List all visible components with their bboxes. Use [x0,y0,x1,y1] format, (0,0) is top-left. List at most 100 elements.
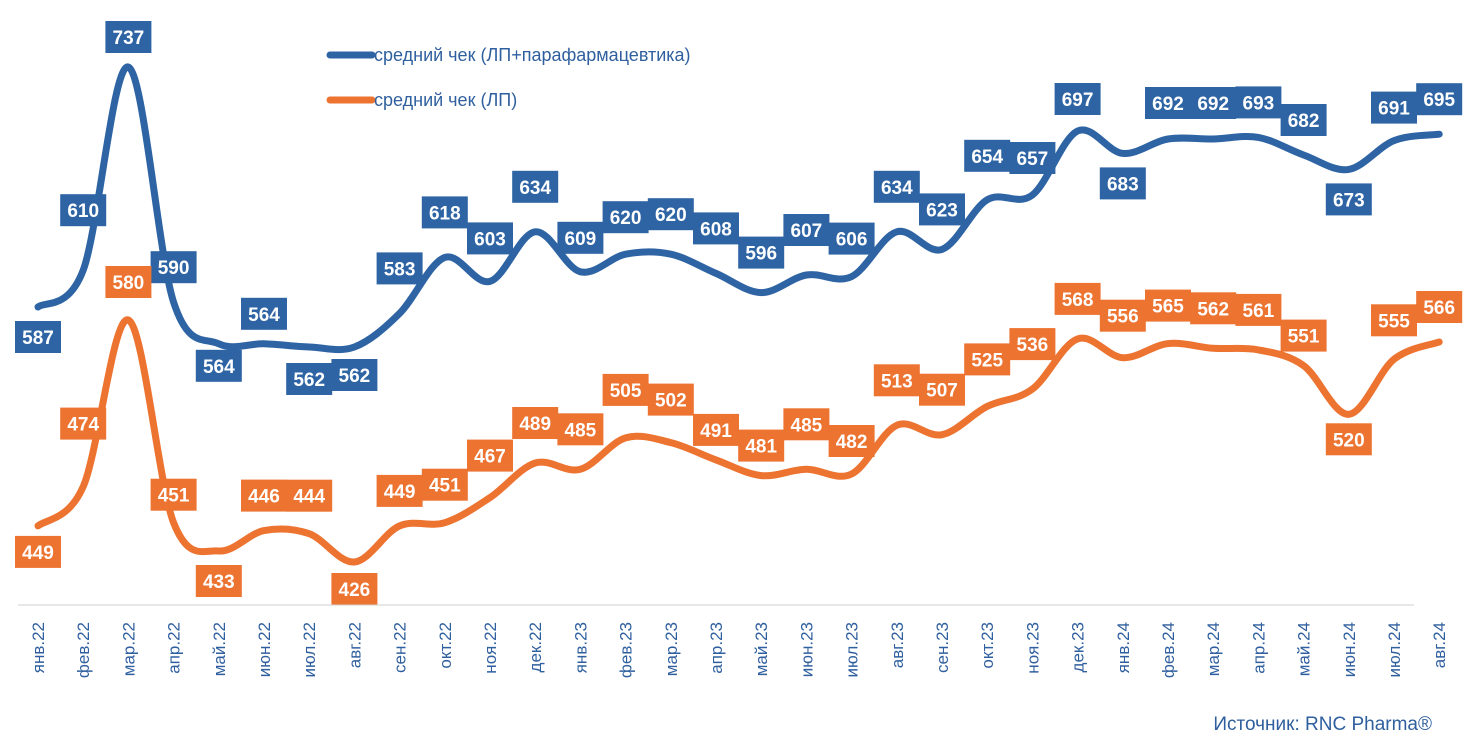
data-label-box [286,479,333,512]
data-label-text: 520 [1333,430,1365,451]
data-label-text: 610 [67,201,99,222]
data-label: 620 [602,201,649,234]
data-label-text: 568 [1062,290,1094,311]
data-label-text: 556 [1107,307,1139,328]
data-label-text: 692 [1152,94,1184,115]
x-tick-label: окт.23 [978,622,997,669]
data-label-box [1235,293,1282,326]
data-label-text: 620 [610,208,642,229]
data-label-box [150,478,197,511]
data-label-box [1054,282,1101,315]
data-label-text: 618 [429,203,461,224]
data-label-box [873,170,920,203]
data-label-box [964,139,1011,172]
data-label-box [1099,299,1146,332]
series-line-2 [34,316,1443,566]
data-label: 607 [783,214,830,246]
x-tick-label: авг.22 [345,622,364,668]
data-label: 536 [1009,328,1056,361]
data-label: 580 [105,266,152,298]
x-tick-label: июн.23 [797,622,816,677]
data-label-box [919,373,965,406]
data-label-text: 485 [791,415,823,436]
data-label-box [241,297,287,330]
data-label-text: 513 [881,371,913,392]
data-label-text: 444 [293,487,325,508]
data-label-text: 564 [248,305,280,326]
data-label-text: 608 [700,219,732,240]
data-label: 691 [1371,91,1417,124]
data-label-text: 691 [1378,99,1410,120]
data-label-box [873,364,920,397]
data-label-text: 596 [745,244,777,265]
x-tick-label: мар.22 [119,622,138,676]
data-label: 513 [873,364,920,397]
data-label: 505 [602,373,649,406]
data-label-text: 697 [1062,90,1094,111]
data-label-text: 502 [655,391,687,412]
data-label-text: 692 [1197,94,1229,115]
data-label-box [376,474,423,507]
series-lines [34,63,1443,566]
data-label: 634 [512,170,559,203]
x-tick-label: янв.23 [571,622,590,673]
data-label-text: 620 [655,205,687,226]
data-label-box [150,251,197,284]
data-label-text: 590 [158,258,190,279]
data-label-text: 536 [1017,335,1049,356]
data-label: 583 [376,252,423,285]
data-label-box [1190,292,1237,325]
data-label-text: 525 [971,350,1003,371]
data-label-text: 565 [1152,297,1184,318]
data-label-box [828,425,875,457]
data-label-text: 606 [836,230,868,251]
data-label-box [467,222,513,255]
x-tick-label: окт.22 [436,622,455,669]
data-label-text: 693 [1243,93,1275,114]
data-label: 610 [60,194,107,227]
data-label-text: 580 [113,273,145,294]
data-label-box [467,439,513,472]
data-label-text: 587 [22,328,54,349]
data-label: 561 [1235,293,1282,326]
data-label-text: 474 [67,415,99,436]
data-label-text: 485 [565,420,597,441]
data-label: 451 [150,478,197,511]
data-label-box [1145,289,1191,322]
data-label: 491 [693,413,739,446]
data-labels: 587 610 737 590 564 564 562 562 583 618 603 634 609 6… [15,21,1463,605]
data-label-text: 561 [1243,301,1275,322]
data-label-box [693,413,739,446]
data-label-box [195,565,242,597]
data-label-text: 451 [158,486,190,507]
data-label-text: 449 [22,543,54,564]
x-tick-label: сен.22 [391,622,410,673]
x-tick-label: фев.24 [1159,622,1178,678]
data-label: 562 [1190,292,1237,325]
x-tick-label: ноя.23 [1023,622,1042,674]
data-label-box [647,198,694,231]
data-label-box [286,363,333,395]
data-label-box [15,535,61,568]
data-label-text: 491 [700,421,732,442]
x-tick-label: сен.23 [933,622,952,673]
data-label: 449 [15,535,61,568]
x-tick-label: апр.23 [707,622,726,674]
data-label-text: 583 [384,259,416,280]
data-label: 608 [693,212,739,245]
data-label: 525 [964,343,1011,376]
data-label-box [1325,423,1372,456]
data-label: 620 [647,198,694,231]
data-label-text: 433 [203,572,235,593]
data-label-box [828,222,875,255]
data-label: 634 [873,170,920,203]
x-tick-label: мар.24 [1204,622,1223,676]
data-label-box [1009,328,1056,361]
x-tick-label: янв.22 [29,622,48,673]
data-label-box [60,194,107,227]
data-label: 446 [241,479,287,512]
data-label: 565 [1145,289,1191,322]
data-label: 587 [15,321,61,353]
data-label: 596 [738,236,785,269]
data-label-text: 562 [293,370,325,391]
